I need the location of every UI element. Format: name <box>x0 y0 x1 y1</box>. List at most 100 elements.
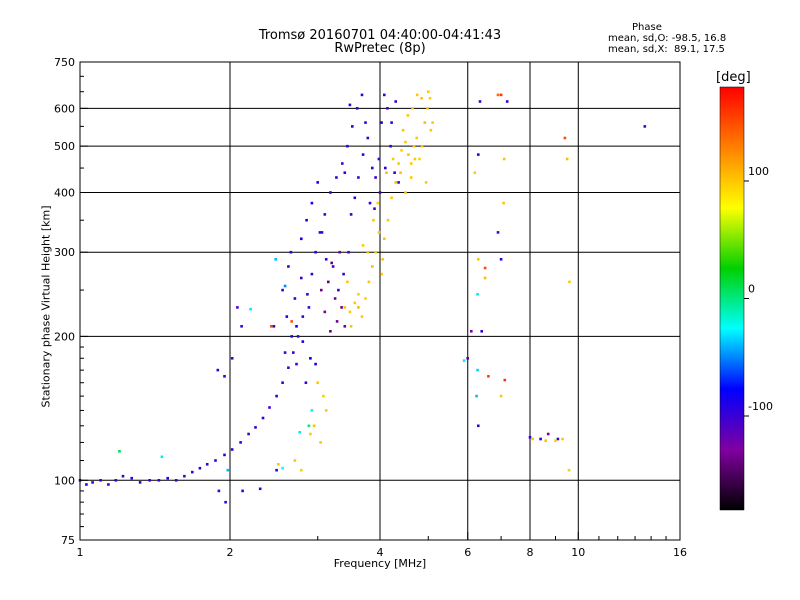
data-point <box>307 424 311 428</box>
x-axis-label: Frequency [MHz] <box>333 557 427 570</box>
data-point <box>310 272 314 276</box>
data-point <box>216 368 220 372</box>
data-point <box>318 231 322 234</box>
data-point <box>418 157 421 161</box>
data-point <box>258 487 262 491</box>
data-point <box>292 351 295 354</box>
data-point <box>198 466 202 470</box>
data-point <box>324 258 328 261</box>
data-point <box>247 432 250 436</box>
data-point <box>338 250 341 254</box>
data-point <box>483 266 487 270</box>
data-point <box>160 455 164 459</box>
data-point <box>565 157 569 161</box>
data-point <box>296 335 300 338</box>
data-point <box>476 368 479 372</box>
chart-subtitle: RwPretec (8p) <box>334 41 426 56</box>
data-point <box>240 325 243 328</box>
data-point <box>476 293 479 296</box>
data-point <box>462 359 466 362</box>
y-tick-label: 600 <box>54 102 75 115</box>
data-point <box>290 335 293 338</box>
data-point <box>364 297 367 300</box>
x-tick-label: 16 <box>673 546 687 559</box>
x-tick-label: 8 <box>527 546 534 559</box>
data-point <box>319 441 322 444</box>
data-point <box>121 474 125 478</box>
data-point <box>306 293 309 296</box>
data-point <box>281 466 284 470</box>
data-point <box>389 144 392 148</box>
data-point <box>298 431 301 434</box>
data-point <box>342 272 345 276</box>
data-point <box>366 250 370 254</box>
data-point <box>118 450 121 453</box>
data-point <box>483 276 487 280</box>
y-axis-ticks: 75 100 200 300 400 500 600 750 <box>54 56 88 547</box>
data-point <box>420 96 423 100</box>
data-point <box>377 157 381 161</box>
data-point <box>224 500 227 504</box>
data-point <box>274 258 277 261</box>
data-point <box>561 437 564 441</box>
data-point <box>331 265 335 268</box>
data-point <box>343 306 347 309</box>
data-point <box>380 272 383 276</box>
data-point <box>643 125 647 128</box>
data-point <box>366 136 370 140</box>
data-point <box>429 128 433 132</box>
data-point <box>412 144 416 148</box>
data-point <box>367 280 371 284</box>
x-tick-label: 4 <box>377 546 384 559</box>
data-point <box>275 394 278 398</box>
data-point <box>406 114 410 117</box>
data-point <box>399 171 402 174</box>
data-point <box>329 191 332 194</box>
data-point <box>374 250 377 254</box>
data-point <box>290 320 293 323</box>
data-point <box>364 121 367 124</box>
data-point <box>477 258 480 261</box>
data-point <box>249 307 252 311</box>
data-point <box>397 162 400 165</box>
data-point <box>390 196 393 200</box>
data-point <box>305 218 308 222</box>
y-tick-label: 300 <box>54 246 75 259</box>
data-point <box>384 166 387 170</box>
y-tick-label: 75 <box>61 534 75 547</box>
chart-title: Tromsø 20160701 04:40:00-04:41:43 <box>258 28 502 43</box>
data-point <box>283 284 287 288</box>
data-point <box>148 479 151 482</box>
grid-lines <box>80 62 680 540</box>
data-point <box>340 306 343 309</box>
data-point <box>254 426 257 429</box>
data-point <box>413 157 417 161</box>
data-point <box>383 237 386 241</box>
x-tick-label: 10 <box>571 546 585 559</box>
data-point <box>272 325 276 328</box>
data-point <box>357 176 360 179</box>
data-point <box>477 424 480 428</box>
data-point <box>301 315 305 318</box>
data-point <box>378 191 382 194</box>
data-point <box>351 125 354 128</box>
data-point <box>320 231 324 234</box>
data-point <box>91 481 94 484</box>
data-point <box>470 330 473 333</box>
data-point <box>502 157 506 161</box>
data-point <box>241 489 244 493</box>
data-point <box>287 265 290 268</box>
data-point <box>323 213 327 216</box>
data-point <box>289 250 293 254</box>
data-point <box>304 381 308 384</box>
data-point <box>386 107 389 110</box>
x-tick-label: 2 <box>227 546 234 559</box>
y-axis-label: Stationary phase Virtual Height [km] <box>39 205 53 408</box>
data-point <box>333 297 337 300</box>
data-point <box>503 378 507 382</box>
data-point <box>138 481 142 484</box>
data-point <box>346 144 349 148</box>
data-point <box>310 201 314 205</box>
y-tick-label: 400 <box>54 186 75 199</box>
